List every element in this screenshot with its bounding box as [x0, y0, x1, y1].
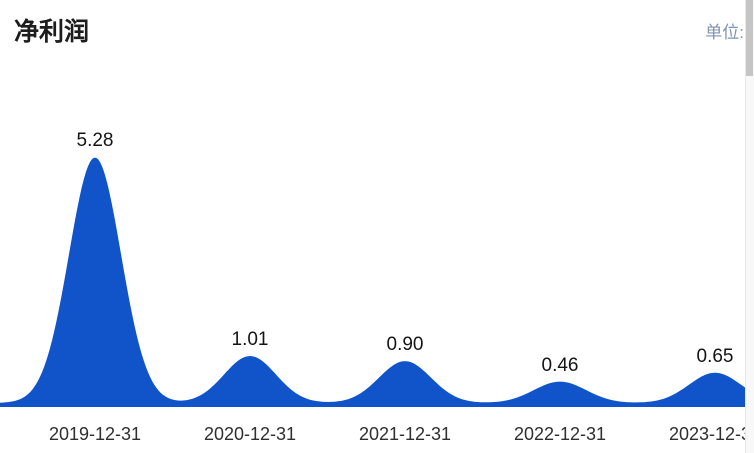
- data-point-label: 5.28: [76, 130, 114, 152]
- vertical-scrollbar-thumb[interactable]: [746, 0, 753, 76]
- x-axis-tick-label: 2020-12-31: [203, 424, 297, 444]
- x-axis-tick-label: 2023-12-31: [668, 424, 754, 444]
- chart-title: 净利润: [14, 18, 90, 46]
- x-axis-tick-label: 2019-12-31: [48, 424, 142, 444]
- x-axis-tick-label: 2022-12-31: [513, 424, 607, 444]
- data-point-label: 1.01: [231, 329, 269, 351]
- data-point-label: 0.90: [386, 334, 424, 356]
- data-point-label: 0.65: [696, 345, 734, 367]
- data-point-label: 0.46: [541, 354, 579, 376]
- vertical-scrollbar-track[interactable]: [745, 0, 754, 453]
- unit-label: 单位:: [705, 23, 744, 42]
- x-axis-tick-label: 2021-12-31: [358, 424, 452, 444]
- area-series-fill: [0, 157, 746, 407]
